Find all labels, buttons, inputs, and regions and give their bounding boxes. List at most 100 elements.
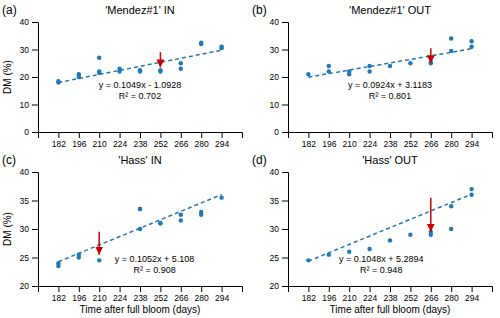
x-tick-mark bbox=[58, 132, 59, 138]
x-tick: 182 bbox=[302, 286, 316, 303]
trend-line bbox=[308, 194, 471, 261]
x-tick-label: 238 bbox=[383, 139, 397, 149]
panel: 182196210224238252266280294010203040y = … bbox=[2, 3, 243, 149]
x-tick-mark bbox=[222, 286, 223, 292]
x-tick-mark bbox=[160, 286, 161, 292]
x-tick: 210 bbox=[93, 132, 107, 149]
point bbox=[367, 247, 371, 251]
x-tick-mark bbox=[329, 286, 330, 292]
scatter-series bbox=[306, 36, 474, 76]
y-tick-mark bbox=[32, 258, 38, 259]
x-axis-line bbox=[39, 133, 243, 139]
y-tick: 10 bbox=[270, 100, 288, 110]
x-tick-mark bbox=[120, 132, 121, 138]
equation: y = 0.1048x + 5.2894 bbox=[339, 254, 424, 264]
y-tick-mark bbox=[32, 77, 38, 78]
title: 'Hass' IN bbox=[118, 154, 161, 166]
equation: R² = 0.801 bbox=[369, 91, 411, 101]
x-axis-label: Time after full bloom (days) bbox=[80, 304, 201, 315]
point bbox=[327, 64, 331, 68]
x-tick: 252 bbox=[404, 286, 418, 303]
y-tick: 35 bbox=[20, 196, 38, 206]
point bbox=[408, 233, 412, 237]
x-tick-mark bbox=[99, 286, 100, 292]
x-tick: 294 bbox=[465, 286, 479, 303]
x-tick: 266 bbox=[424, 286, 438, 303]
plot-area bbox=[306, 36, 474, 77]
x-tick: 266 bbox=[174, 132, 188, 149]
equation: y = 0.0924x + 3.1183 bbox=[348, 80, 432, 90]
y-tick-label: 40 bbox=[270, 17, 280, 27]
equation: R² = 0.702 bbox=[119, 91, 161, 101]
x-tick: 294 bbox=[215, 132, 229, 149]
y-tick: 20 bbox=[20, 72, 38, 82]
y-tick-label: 30 bbox=[20, 224, 30, 234]
x-tick: 182 bbox=[52, 286, 66, 303]
point bbox=[199, 40, 203, 44]
x-tick-mark bbox=[390, 286, 391, 292]
x-tick-mark bbox=[308, 132, 309, 138]
x-tick: 182 bbox=[52, 132, 66, 149]
y-tick-mark bbox=[32, 50, 38, 51]
x-tick-mark bbox=[79, 132, 80, 138]
y-tick-label: 25 bbox=[270, 253, 280, 263]
x-tick: 294 bbox=[465, 132, 479, 149]
y-tick: 25 bbox=[20, 253, 38, 263]
x-tick: 266 bbox=[174, 286, 188, 303]
x-tick-label: 280 bbox=[445, 139, 459, 149]
point bbox=[449, 36, 453, 40]
x-tick-mark bbox=[451, 132, 452, 138]
x-tick: 280 bbox=[445, 286, 459, 303]
point bbox=[179, 67, 183, 71]
x-tick-label: 294 bbox=[465, 139, 479, 149]
x-tick: 238 bbox=[133, 132, 147, 149]
x-tick-label: 196 bbox=[72, 293, 86, 303]
y-axis-label: DM (%) bbox=[2, 212, 13, 246]
point bbox=[97, 69, 101, 73]
y-tick: 20 bbox=[270, 72, 288, 82]
x-axis: 182196210224238252266280294 bbox=[289, 286, 493, 303]
point bbox=[97, 56, 101, 60]
x-tick-label: 294 bbox=[215, 139, 229, 149]
y-tick-mark bbox=[282, 229, 288, 230]
x-tick: 196 bbox=[322, 132, 336, 149]
x-tick-label: 224 bbox=[363, 139, 377, 149]
y-axis-line bbox=[282, 173, 289, 287]
x-tick-label: 182 bbox=[52, 139, 66, 149]
x-tick-mark bbox=[472, 132, 473, 138]
x-tick-label: 294 bbox=[465, 293, 479, 303]
y-tick: 40 bbox=[20, 167, 38, 177]
x-tick: 252 bbox=[154, 132, 168, 149]
x-tick-label: 266 bbox=[174, 293, 188, 303]
x-tick-mark bbox=[79, 286, 80, 292]
x-axis-line bbox=[39, 287, 243, 293]
x-tick-mark bbox=[58, 286, 59, 292]
x-axis: 182196210224238252266280294 bbox=[39, 286, 243, 303]
y-tick-label: 25 bbox=[20, 253, 30, 263]
y-tick-mark bbox=[32, 201, 38, 202]
x-tick-mark bbox=[140, 132, 141, 138]
y-tick-mark bbox=[282, 22, 288, 23]
point bbox=[97, 258, 101, 262]
x-tick: 238 bbox=[383, 132, 397, 149]
y-axis-line bbox=[32, 173, 39, 287]
x-tick-mark bbox=[431, 132, 432, 138]
x-tick: 196 bbox=[72, 286, 86, 303]
scatter-series bbox=[56, 195, 224, 268]
plot-area bbox=[56, 195, 224, 269]
y-axis-line bbox=[282, 23, 289, 133]
x-tick-label: 252 bbox=[404, 139, 418, 149]
x-tick: 182 bbox=[302, 132, 316, 149]
x-tick: 280 bbox=[445, 132, 459, 149]
y-tick-label: 40 bbox=[270, 167, 280, 177]
point bbox=[449, 227, 453, 231]
x-tick-label: 182 bbox=[302, 139, 316, 149]
plot-area bbox=[306, 187, 474, 263]
y-axis: 2025303540 bbox=[20, 167, 39, 291]
x-tick-label: 224 bbox=[363, 293, 377, 303]
x-tick-mark bbox=[390, 132, 391, 138]
scatter-series bbox=[56, 40, 224, 84]
y-tick-mark bbox=[282, 50, 288, 51]
y-tick-mark bbox=[282, 132, 288, 133]
x-tick-mark bbox=[201, 286, 202, 292]
